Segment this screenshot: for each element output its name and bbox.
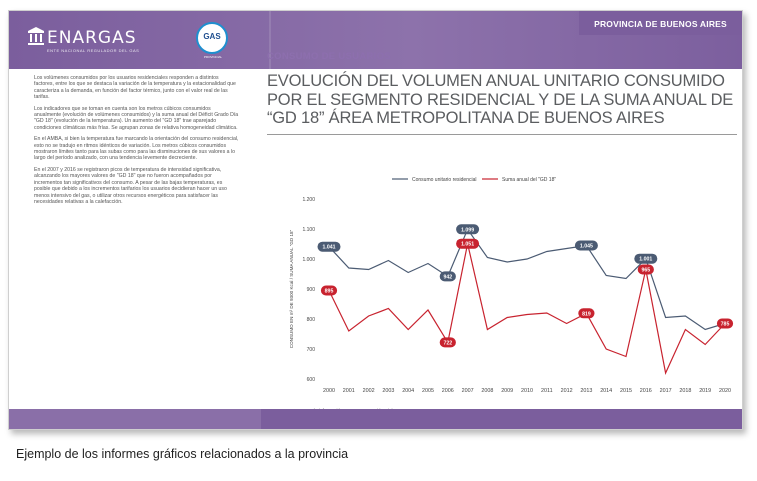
brand-subtitle: ENTE NACIONAL REGULADOR DEL GAS bbox=[47, 48, 140, 53]
data-label: 1.051 bbox=[461, 242, 474, 248]
title-divider bbox=[267, 134, 737, 135]
data-label: 1.001 bbox=[639, 257, 652, 263]
data-label-bubble bbox=[439, 271, 456, 282]
x-tick-label: 2011 bbox=[541, 388, 553, 394]
x-tick-label: 2013 bbox=[580, 388, 592, 394]
x-tick-label: 2002 bbox=[363, 388, 375, 394]
x-tick-label: 2010 bbox=[521, 388, 533, 394]
data-label-bubble bbox=[456, 238, 480, 249]
emblem-caption: PROVINCIAL bbox=[203, 55, 223, 59]
sidebar-panel: Los volúmenes consumidos por los usuario… bbox=[9, 69, 261, 409]
data-label: 722 bbox=[443, 340, 452, 346]
report-title: EVOLUCIÓN DEL VOLUMEN ANUAL UNITARIO CON… bbox=[267, 72, 734, 127]
series-line bbox=[328, 243, 726, 375]
footer-band-left bbox=[9, 409, 261, 429]
sidebar-paragraph: Los volúmenes consumidos por los usuario… bbox=[34, 75, 236, 101]
gas-emblem-logo: GAS bbox=[196, 22, 228, 54]
x-tick-label: 2001 bbox=[343, 388, 355, 394]
footer-band bbox=[9, 409, 742, 429]
x-tick-label: 2007 bbox=[462, 388, 474, 394]
data-label: 819 bbox=[582, 311, 591, 317]
data-label-bubble bbox=[716, 318, 734, 329]
data-label: 1.041 bbox=[323, 245, 336, 251]
x-tick-label: 2000 bbox=[323, 388, 335, 394]
data-label-bubble bbox=[637, 264, 654, 275]
legend-label: Consumo unitario residencial bbox=[412, 177, 476, 183]
data-label: 1.099 bbox=[461, 227, 474, 233]
y-tick-label: 1.000 bbox=[302, 257, 315, 263]
x-tick-label: 2016 bbox=[640, 388, 652, 394]
x-tick-label: 2020 bbox=[719, 388, 731, 394]
brand-name: ENARGAS bbox=[47, 28, 137, 48]
x-tick-label: 2017 bbox=[660, 388, 672, 394]
section-label: CONSUMO DE USUARIOS bbox=[267, 51, 391, 62]
data-label-bubble bbox=[574, 240, 598, 251]
y-tick-label: 1.200 bbox=[302, 197, 315, 203]
data-label: 942 bbox=[443, 274, 452, 280]
legend-label: Suma anual del "GD 18" bbox=[502, 177, 556, 183]
data-label: 965 bbox=[641, 268, 650, 274]
x-tick-label: 2014 bbox=[600, 388, 612, 394]
sidebar-paragraph: Los indicadores que se toman en cuenta s… bbox=[34, 105, 239, 131]
emblem-text: GAS bbox=[203, 32, 221, 41]
x-tick-label: 2008 bbox=[481, 388, 493, 394]
sidebar-paragraph: En el AMBA, si bien la temperatura fue m… bbox=[34, 136, 239, 162]
y-tick-label: 800 bbox=[307, 317, 316, 323]
sidebar-paragraph: En el 2007 y 2016 se registraron picos d… bbox=[34, 166, 227, 205]
province-tag: PROVINCIA DE BUENOS AIRES bbox=[579, 11, 742, 35]
data-label-bubble bbox=[317, 241, 341, 252]
x-tick-label: 2018 bbox=[679, 388, 691, 394]
x-tick-label: 2006 bbox=[442, 388, 454, 394]
data-label: 1.045 bbox=[580, 244, 593, 250]
x-tick-label: 2003 bbox=[382, 388, 394, 394]
data-label-bubble bbox=[634, 253, 658, 264]
x-tick-label: 2004 bbox=[402, 388, 414, 394]
y-tick-label: 700 bbox=[307, 347, 316, 353]
y-tick-label: 1.100 bbox=[302, 227, 315, 233]
image-caption: Ejemplo de los informes gráficos relacio… bbox=[16, 447, 349, 461]
x-tick-label: 2005 bbox=[422, 388, 434, 394]
y-tick-label: 600 bbox=[307, 377, 316, 383]
x-tick-label: 2009 bbox=[501, 388, 513, 394]
line-chart: Consumo unitario residencial Suma anual d… bbox=[289, 177, 734, 394]
x-tick-label: 2012 bbox=[561, 388, 573, 394]
x-tick-label: 2019 bbox=[699, 388, 711, 394]
data-label: 895 bbox=[325, 289, 334, 295]
banner-divider bbox=[269, 11, 271, 69]
series-line bbox=[328, 228, 726, 331]
sidebar-text: Los volúmenes consumidos por los usuario… bbox=[34, 75, 239, 210]
data-label-bubble bbox=[456, 224, 480, 235]
y-tick-label: 900 bbox=[307, 287, 316, 293]
data-label-bubble bbox=[578, 308, 595, 319]
y-axis-label: CONSUMO EN m³ DE 9300 Kcal / SUMA ANUAL … bbox=[289, 229, 294, 348]
report-card: ENARGAS ENTE NACIONAL REGULADOR DEL GAS … bbox=[8, 10, 743, 430]
enargas-logo-icon bbox=[28, 27, 44, 45]
x-tick-label: 2015 bbox=[620, 388, 632, 394]
data-label: 785 bbox=[721, 322, 730, 328]
data-label-bubble bbox=[439, 337, 456, 348]
data-label-bubble bbox=[320, 285, 338, 296]
